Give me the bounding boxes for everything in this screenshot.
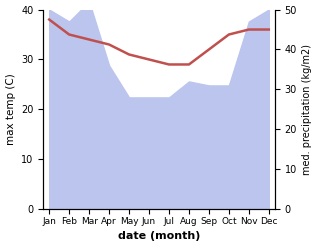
X-axis label: date (month): date (month) xyxy=(118,231,200,242)
Y-axis label: max temp (C): max temp (C) xyxy=(5,74,16,145)
Y-axis label: med. precipitation (kg/m2): med. precipitation (kg/m2) xyxy=(302,44,313,175)
